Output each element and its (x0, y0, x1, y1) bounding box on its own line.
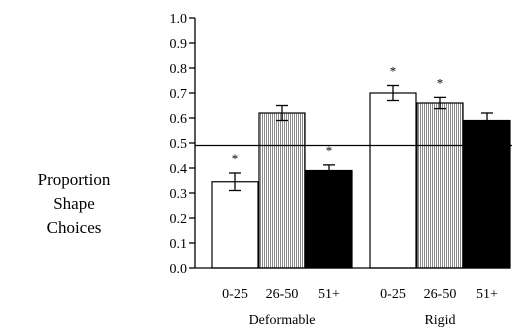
y-axis-title: Proportion Shape Choices (38, 170, 111, 237)
bars: * * * * (195, 64, 512, 269)
y-tick-label: 0.3 (170, 187, 188, 202)
group-label: Deformable (249, 313, 316, 328)
y-axis-title-line-3: Choices (47, 218, 102, 237)
y-tick-label: 0.5 (170, 137, 188, 152)
y-tick-label: 0.1 (170, 237, 188, 252)
y-tick-label: 0.4 (170, 162, 188, 177)
y-axis-title-line-2: Shape (53, 194, 95, 213)
bar (463, 119, 511, 269)
y-axis-title-line-1: Proportion (38, 170, 111, 189)
y-tick-label: 0.7 (170, 87, 188, 102)
x-tick-label: 0-25 (380, 287, 406, 302)
significance-star: * (232, 151, 239, 166)
y-tick-label: 0.0 (170, 262, 188, 277)
y-tick-label: 0.2 (170, 212, 188, 227)
x-tick-label: 51+ (318, 287, 340, 302)
group-label: Rigid (424, 313, 455, 328)
y-tick-label: 0.9 (170, 37, 188, 52)
y-tick-label: 1.0 (170, 12, 188, 27)
bar (258, 112, 306, 269)
bar (305, 169, 353, 269)
significance-star: * (390, 64, 397, 79)
x-tick-label: 26-50 (266, 287, 299, 302)
bar (211, 181, 259, 269)
x-tick-label: 51+ (476, 287, 498, 302)
x-tick-label: 0-25 (222, 287, 248, 302)
significance-star: * (437, 75, 444, 90)
bar (369, 92, 417, 269)
y-tick-label: 0.6 (170, 112, 188, 127)
bar (416, 102, 464, 269)
x-tick-label: 26-50 (424, 287, 457, 302)
significance-star: * (326, 143, 333, 158)
y-axis: 0.0 0.1 0.2 0.3 0.4 0.5 0.6 0.7 0.8 0.9 1.0 (170, 12, 196, 277)
y-tick-label: 0.8 (170, 62, 188, 77)
